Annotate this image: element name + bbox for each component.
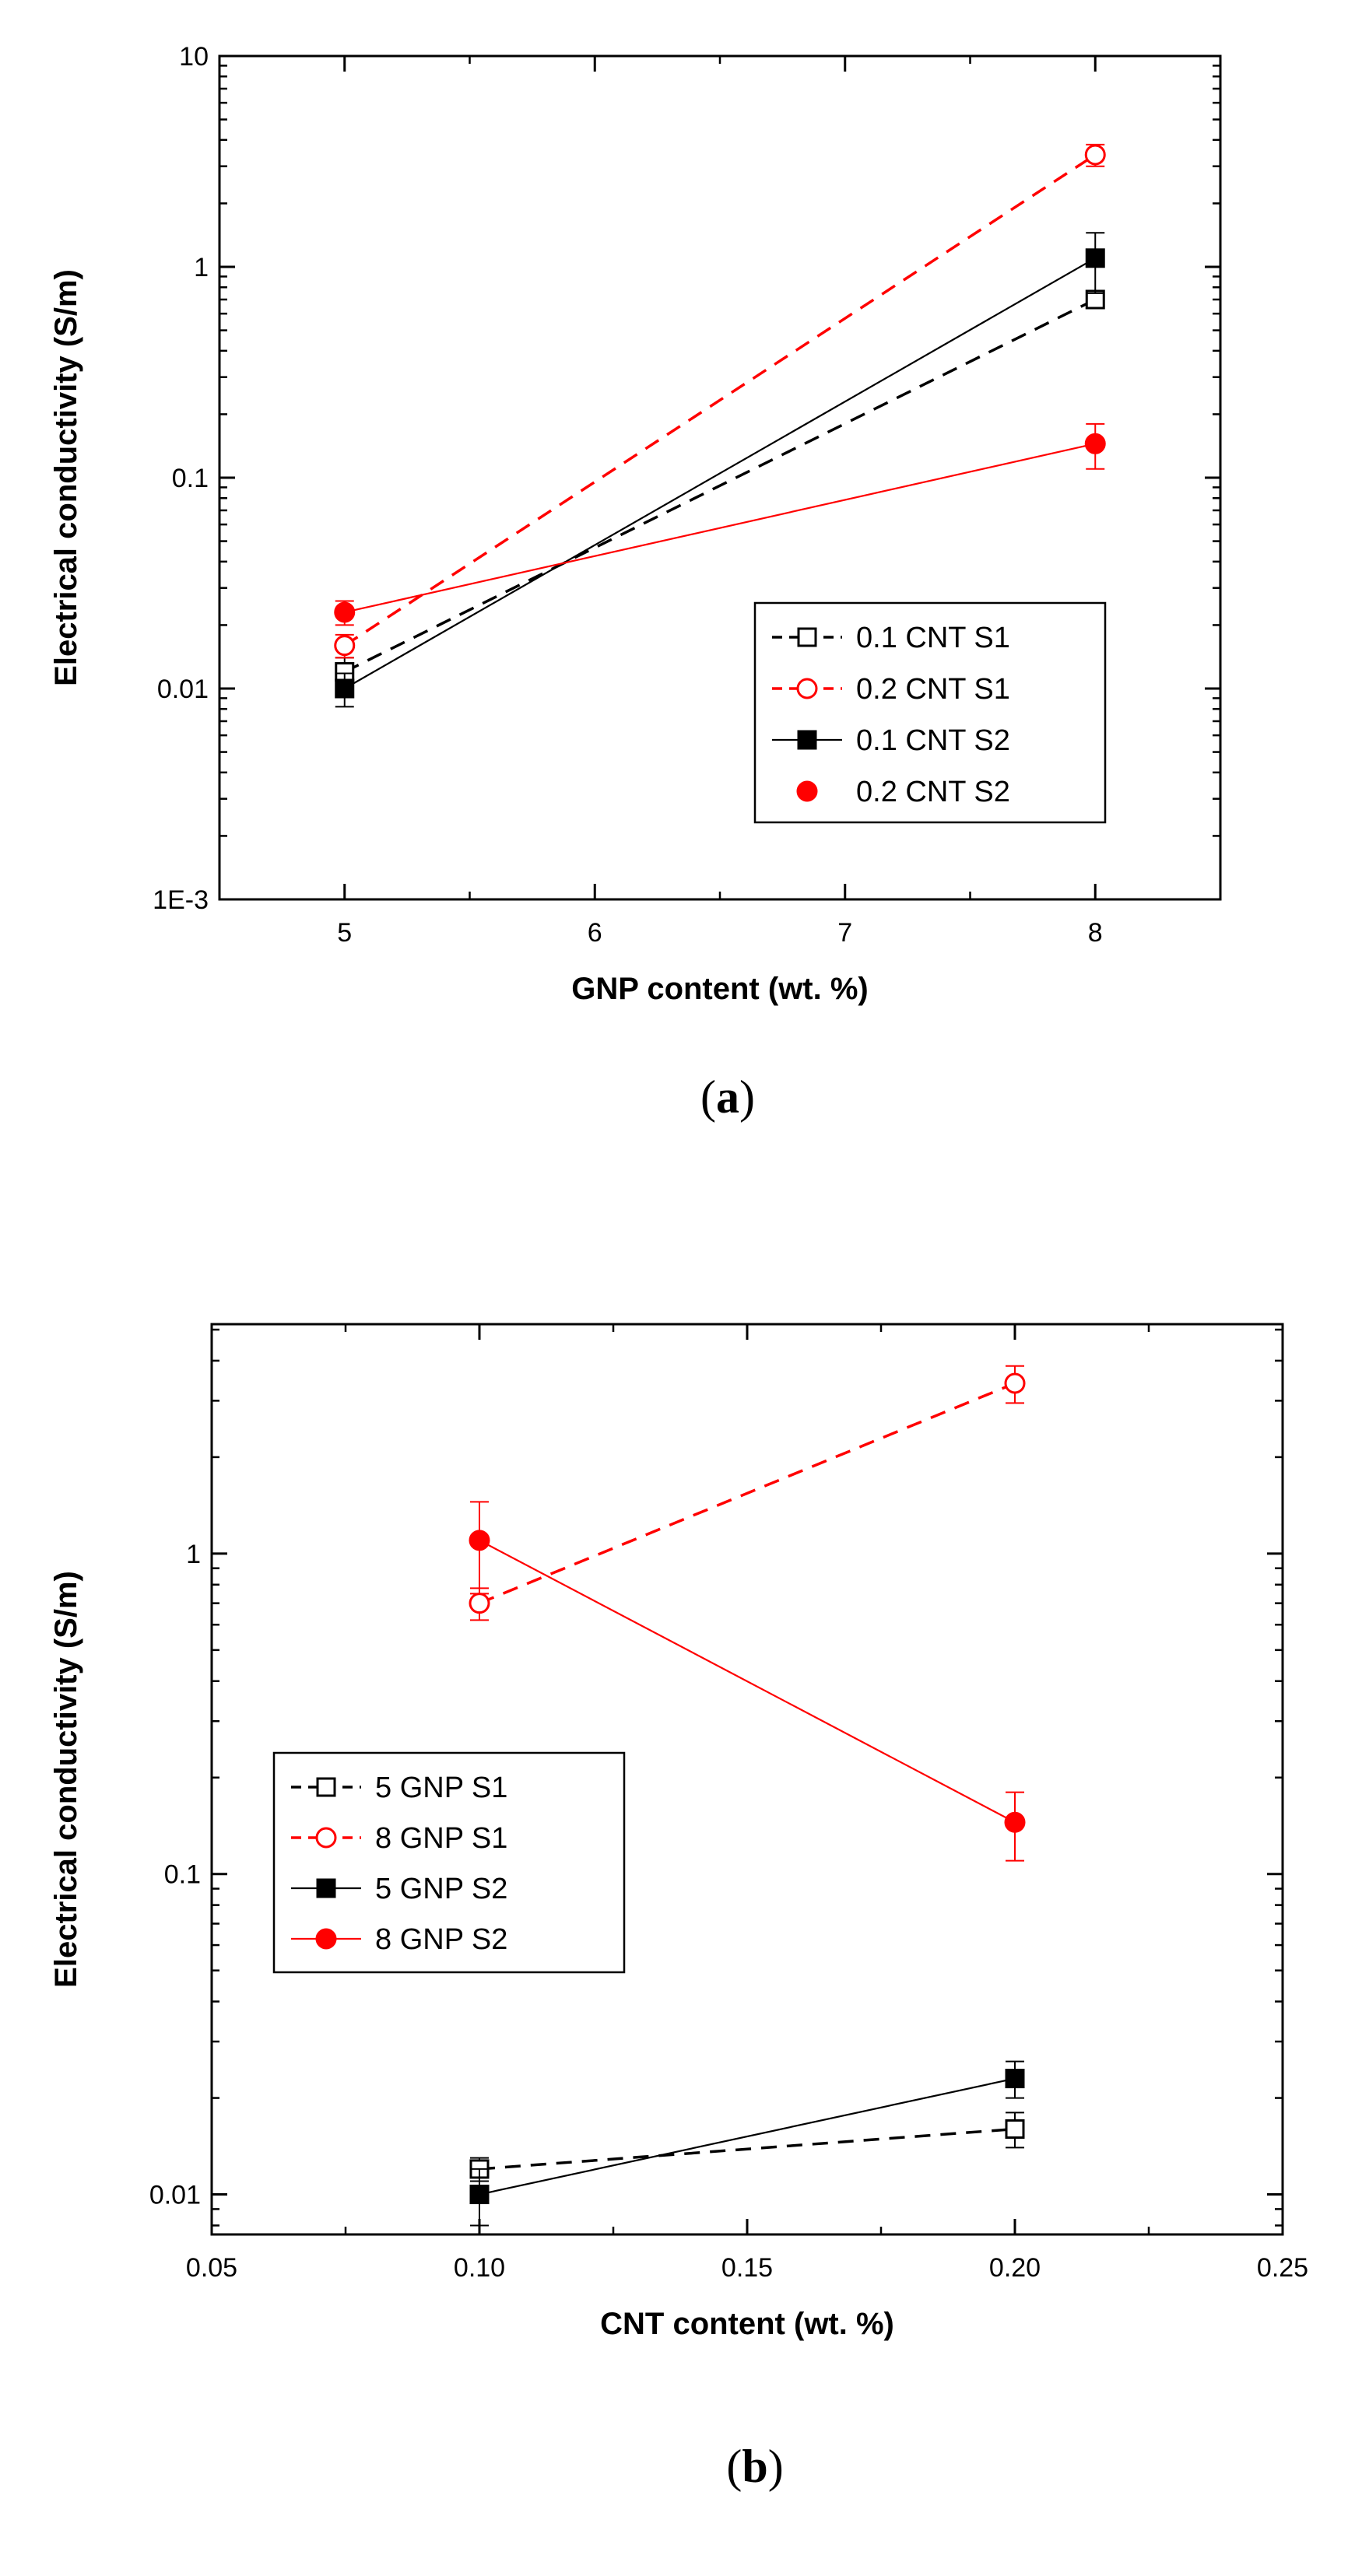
- data-point: [1005, 2119, 1025, 2139]
- series-line: [479, 2127, 1016, 2171]
- x-tick-label: 6: [588, 918, 602, 948]
- y-tick-label: 1: [194, 253, 209, 282]
- legend-marker: [797, 627, 817, 647]
- legend: 5 GNP S1 8 GNP S1 5 GNP S2 8 GNP S2: [272, 1751, 626, 1974]
- y-tick-label: 0.1: [164, 1860, 201, 1890]
- y-tick-label: 0.01: [149, 2181, 201, 2210]
- legend-label: 0.1 CNT S2: [856, 724, 1010, 757]
- legend-marker: [796, 780, 818, 802]
- legend: 0.1 CNT S1 0.2 CNT S1 0.1 CNT S2 0.2 CNT S2: [753, 601, 1107, 824]
- series-line: [479, 2077, 1016, 2196]
- data-point: [1084, 433, 1106, 454]
- y-axis-title: Electrical conductivity (S/m): [49, 269, 83, 686]
- legend-label: 5 GNP S2: [375, 1873, 507, 1905]
- data-point: [1085, 248, 1105, 268]
- y-tick-label: 0.1: [172, 464, 209, 493]
- series-line: [343, 298, 1097, 674]
- legend-label: 0.2 CNT S1: [856, 673, 1010, 706]
- legend-marker: [316, 1777, 336, 1797]
- caption-open: (: [726, 2441, 742, 2492]
- legend-marker: [315, 1827, 337, 1849]
- x-tick-label: 5: [337, 918, 352, 948]
- caption-letter: a: [716, 1071, 739, 1123]
- legend-label: 5 GNP S1: [375, 1772, 507, 1804]
- series-0-1-cnt-s2: [335, 232, 1105, 708]
- x-tick-label: 8: [1088, 918, 1103, 948]
- y-tick-label: 0.01: [157, 675, 209, 704]
- series-line: [344, 257, 1096, 689]
- series-5-gnp-s2: [469, 2060, 1025, 2227]
- data-point: [469, 1593, 490, 1614]
- series-line: [344, 443, 1096, 614]
- caption-close: ): [768, 2441, 784, 2492]
- legend-marker: [796, 678, 818, 699]
- legend-marker: [316, 1878, 336, 1898]
- x-tick-label: 7: [837, 918, 852, 948]
- data-point: [469, 1530, 490, 1551]
- y-tick-label: 10: [179, 42, 209, 72]
- panel-caption: (b): [726, 2441, 783, 2492]
- series-line: [343, 153, 1097, 647]
- x-tick-label: 0.05: [186, 2253, 237, 2283]
- series-8-gnp-s2: [469, 1501, 1026, 1862]
- panel-a-chart: 5 6 7 8 1E-3 0.01 0.1 1 10 GNP content (wt. %) Ele…: [49, 42, 1222, 1123]
- legend-label: 0.2 CNT S2: [856, 776, 1010, 808]
- caption-open: (: [700, 1071, 716, 1123]
- caption-letter: b: [742, 2441, 767, 2492]
- x-tick-label: 0.10: [454, 2253, 505, 2283]
- legend-marker: [315, 1928, 337, 1950]
- legend-label: 8 GNP S2: [375, 1923, 507, 1956]
- data-point: [1005, 2069, 1025, 2089]
- series-0-2-cnt-s2: [334, 422, 1106, 626]
- panel-b-chart: 0.05 0.10 0.15 0.20 0.25 0.01 0.1 1 CNT content …: [49, 1323, 1308, 2492]
- series-line: [479, 1382, 1016, 1605]
- series-line: [479, 1539, 1016, 1824]
- data-point: [469, 2185, 490, 2205]
- x-tick-label: 0.25: [1257, 2253, 1308, 2283]
- data-point: [335, 678, 355, 699]
- y-tick-label: 1E-3: [153, 885, 209, 915]
- legend-label: 8 GNP S1: [375, 1822, 507, 1855]
- x-axis-title: GNP content (wt. %): [571, 972, 868, 1006]
- series-0-2-cnt-s1: [334, 143, 1106, 659]
- caption-close: ): [739, 1071, 755, 1123]
- y-axis-title: Electrical conductivity (S/m): [49, 1571, 83, 1988]
- data-point: [1084, 144, 1106, 166]
- legend-label: 0.1 CNT S1: [856, 622, 1010, 654]
- y-tick-label: 1: [186, 1540, 201, 1569]
- data-point: [1004, 1811, 1026, 1833]
- x-tick-label: 0.15: [721, 2253, 773, 2283]
- legend-marker: [797, 730, 817, 750]
- data-point: [334, 635, 356, 657]
- data-point: [334, 601, 356, 623]
- x-axis-title: CNT content (wt. %): [600, 2307, 894, 2341]
- data-point: [1004, 1372, 1026, 1394]
- panel-caption: (a): [700, 1071, 755, 1123]
- x-tick-label: 0.20: [989, 2253, 1041, 2283]
